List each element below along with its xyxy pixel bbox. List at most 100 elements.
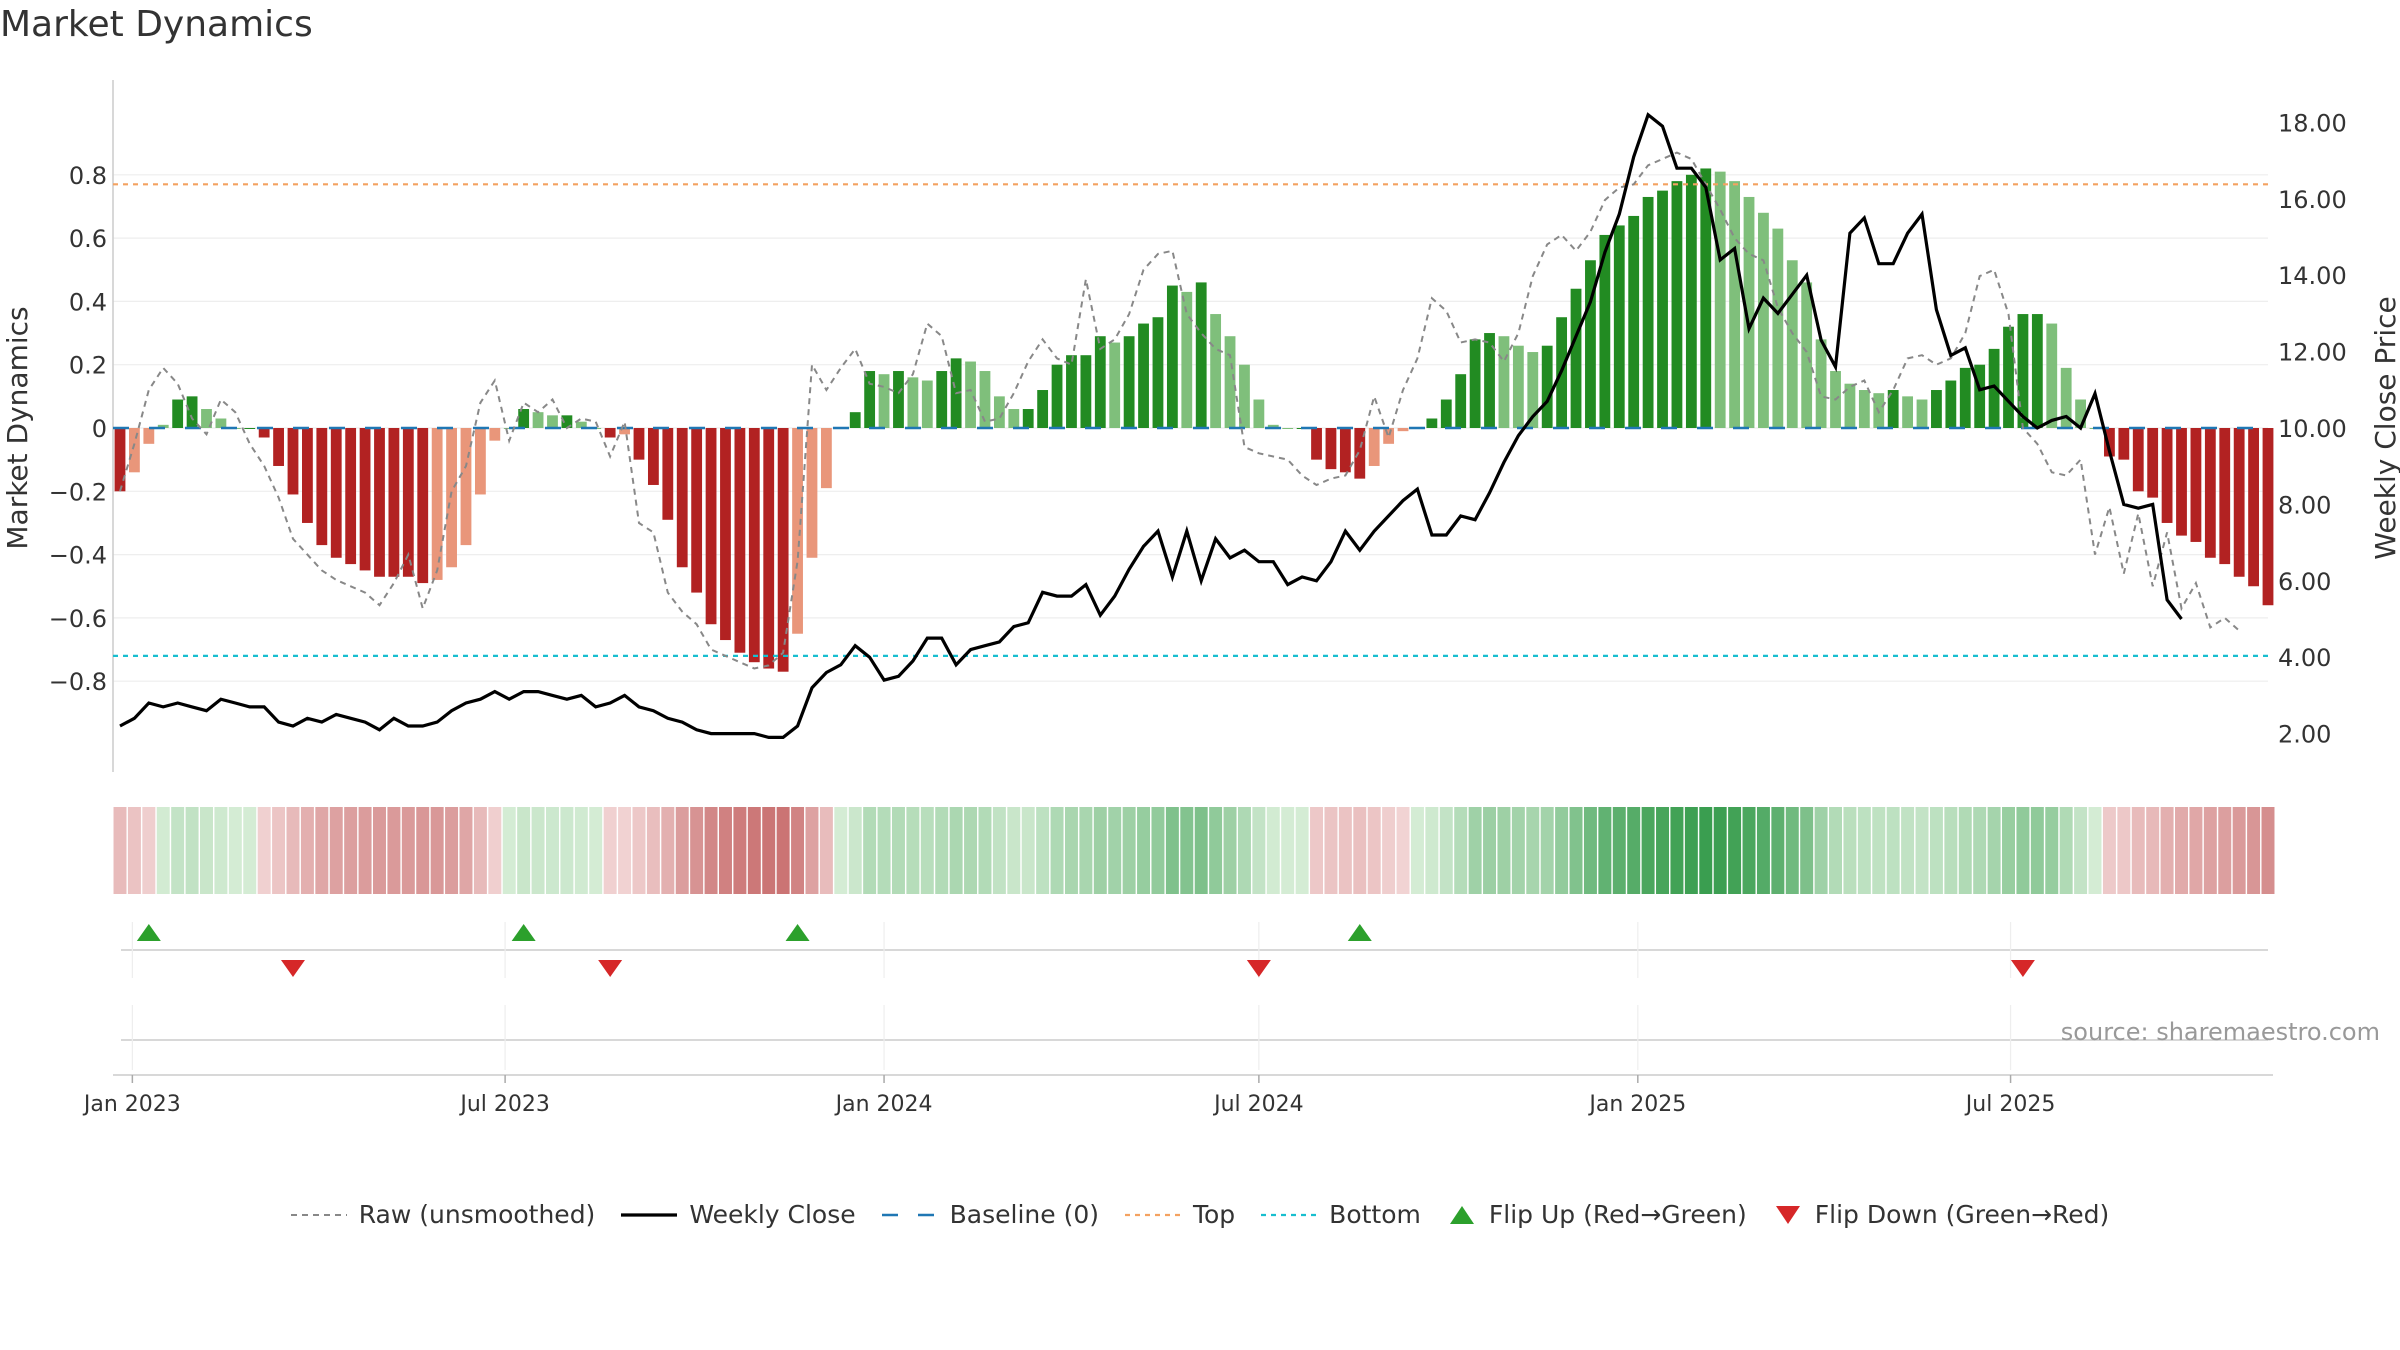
dynamics-bar xyxy=(820,428,832,489)
dynamics-bar xyxy=(1671,181,1683,428)
heat-cell xyxy=(2016,807,2030,894)
heat-cell xyxy=(1929,807,1943,894)
y2-axis-label: Weekly Close Price xyxy=(2369,296,2400,559)
heat-cell xyxy=(430,807,444,894)
right-tick-label: 16.00 xyxy=(2278,186,2347,214)
heat-cell xyxy=(1684,807,1698,894)
heat-cell xyxy=(992,807,1006,894)
heat-cell xyxy=(935,807,949,894)
heat-cell xyxy=(589,807,603,894)
heat-cell xyxy=(2088,807,2102,894)
heat-cell xyxy=(1108,807,1122,894)
dynamics-bar xyxy=(2118,428,2130,460)
heat-cell xyxy=(1771,807,1785,894)
heat-cell xyxy=(156,807,170,894)
top-swatch-icon xyxy=(1124,1213,1181,1216)
heat-cell xyxy=(214,807,228,894)
heat-cell xyxy=(560,807,574,894)
heat-cell xyxy=(1237,807,1251,894)
heat-cell xyxy=(1454,807,1468,894)
dynamics-bar xyxy=(979,371,991,428)
heat-cell xyxy=(776,807,790,894)
dynamics-bar xyxy=(374,428,385,577)
right-tick-label: 2.00 xyxy=(2278,721,2331,749)
dynamics-bar xyxy=(1729,181,1741,428)
heat-cell xyxy=(517,807,531,894)
dynamics-bar xyxy=(2176,428,2187,536)
dynamics-bar xyxy=(1253,399,1265,428)
heat-cell xyxy=(200,807,213,894)
flip-down-marker xyxy=(280,960,305,977)
dynamics-bar xyxy=(417,428,429,584)
dynamics-bar xyxy=(1541,345,1553,428)
dynamics-bar xyxy=(1368,428,1380,466)
dynamics-bar xyxy=(1714,171,1726,428)
heat-cell xyxy=(1310,807,1324,894)
heat-cell xyxy=(1973,807,1987,894)
heat-strip xyxy=(113,807,2275,894)
dynamics-bar xyxy=(993,396,1005,428)
dynamics-bar xyxy=(1426,418,1438,428)
dynamics-bar xyxy=(1959,367,1971,428)
heat-cell xyxy=(1410,807,1424,894)
heat-cell xyxy=(718,807,732,894)
dynamics-bar xyxy=(489,428,501,441)
heat-cell xyxy=(1468,807,1482,894)
source-credit: source: sharemaestro.com xyxy=(2061,1018,2380,1046)
heat-cell xyxy=(488,807,502,894)
dynamics-bar xyxy=(1008,409,1020,428)
flip-down-marker xyxy=(1246,960,1271,977)
dynamics-bar xyxy=(2190,428,2202,542)
heat-cell xyxy=(618,807,632,894)
dynamics-bar xyxy=(893,371,904,428)
legend-flip-up: Flip Up (Red→Green) xyxy=(1447,1200,1747,1229)
heat-cell xyxy=(819,807,833,894)
dynamics-bar xyxy=(1527,352,1539,428)
heat-cell xyxy=(358,807,372,894)
dynamics-bar xyxy=(1498,336,1510,428)
left-tick-label: −0.2 xyxy=(49,478,107,506)
right-tick-label: 8.00 xyxy=(2278,491,2331,519)
legend-baseline: Baseline (0) xyxy=(881,1200,1099,1229)
dynamics-bar xyxy=(460,428,472,546)
dynamics-bar xyxy=(2233,428,2245,577)
weekly-close-line xyxy=(119,112,2183,739)
dynamics-bar xyxy=(1138,323,1149,428)
legend-top-label: Top xyxy=(1192,1200,1236,1229)
heat-cell xyxy=(315,807,329,894)
heat-cell xyxy=(1137,807,1151,894)
flip-down-marker xyxy=(2010,960,2035,977)
heat-cell xyxy=(1944,807,1958,894)
dynamics-bar xyxy=(1094,336,1106,428)
heat-cell xyxy=(300,807,314,894)
heat-cell xyxy=(2059,807,2073,894)
dynamics-bar xyxy=(1743,196,1755,428)
heat-cell xyxy=(1886,807,1900,894)
dynamics-bar xyxy=(921,380,933,428)
dynamics-bar xyxy=(1815,339,1827,428)
heat-cell xyxy=(2117,807,2131,894)
heat-cell xyxy=(834,807,848,894)
heat-cell xyxy=(185,807,199,894)
market-dynamics-chart: −0.8 −0.6 −0.4 −0.2 0 0.2 0.4 0.6 0.8 2.00 4.00 6.… xyxy=(1,80,2400,1117)
heat-cell xyxy=(891,807,905,894)
heat-cell xyxy=(1569,807,1583,894)
heat-cell xyxy=(1439,807,1453,894)
dynamics-bar xyxy=(1080,355,1092,428)
heat-cell xyxy=(906,807,920,894)
heat-cell xyxy=(690,807,704,894)
heat-cell xyxy=(1857,807,1871,894)
legend-flip-up-label: Flip Up (Red→Green) xyxy=(1488,1200,1747,1229)
dynamics-bar xyxy=(302,428,313,523)
dynamics-bar xyxy=(806,428,818,558)
dynamics-bar xyxy=(1512,345,1524,428)
heat-cell xyxy=(646,807,660,894)
dynamics-bar xyxy=(1786,260,1798,428)
dynamics-bar xyxy=(676,428,688,568)
right-tick-label: 12.00 xyxy=(2278,339,2347,367)
dynamics-bar xyxy=(518,409,530,428)
heat-cell xyxy=(949,807,963,894)
heat-cell xyxy=(1382,807,1396,894)
dynamics-bar xyxy=(561,415,573,428)
dynamics-bar xyxy=(1657,190,1668,428)
